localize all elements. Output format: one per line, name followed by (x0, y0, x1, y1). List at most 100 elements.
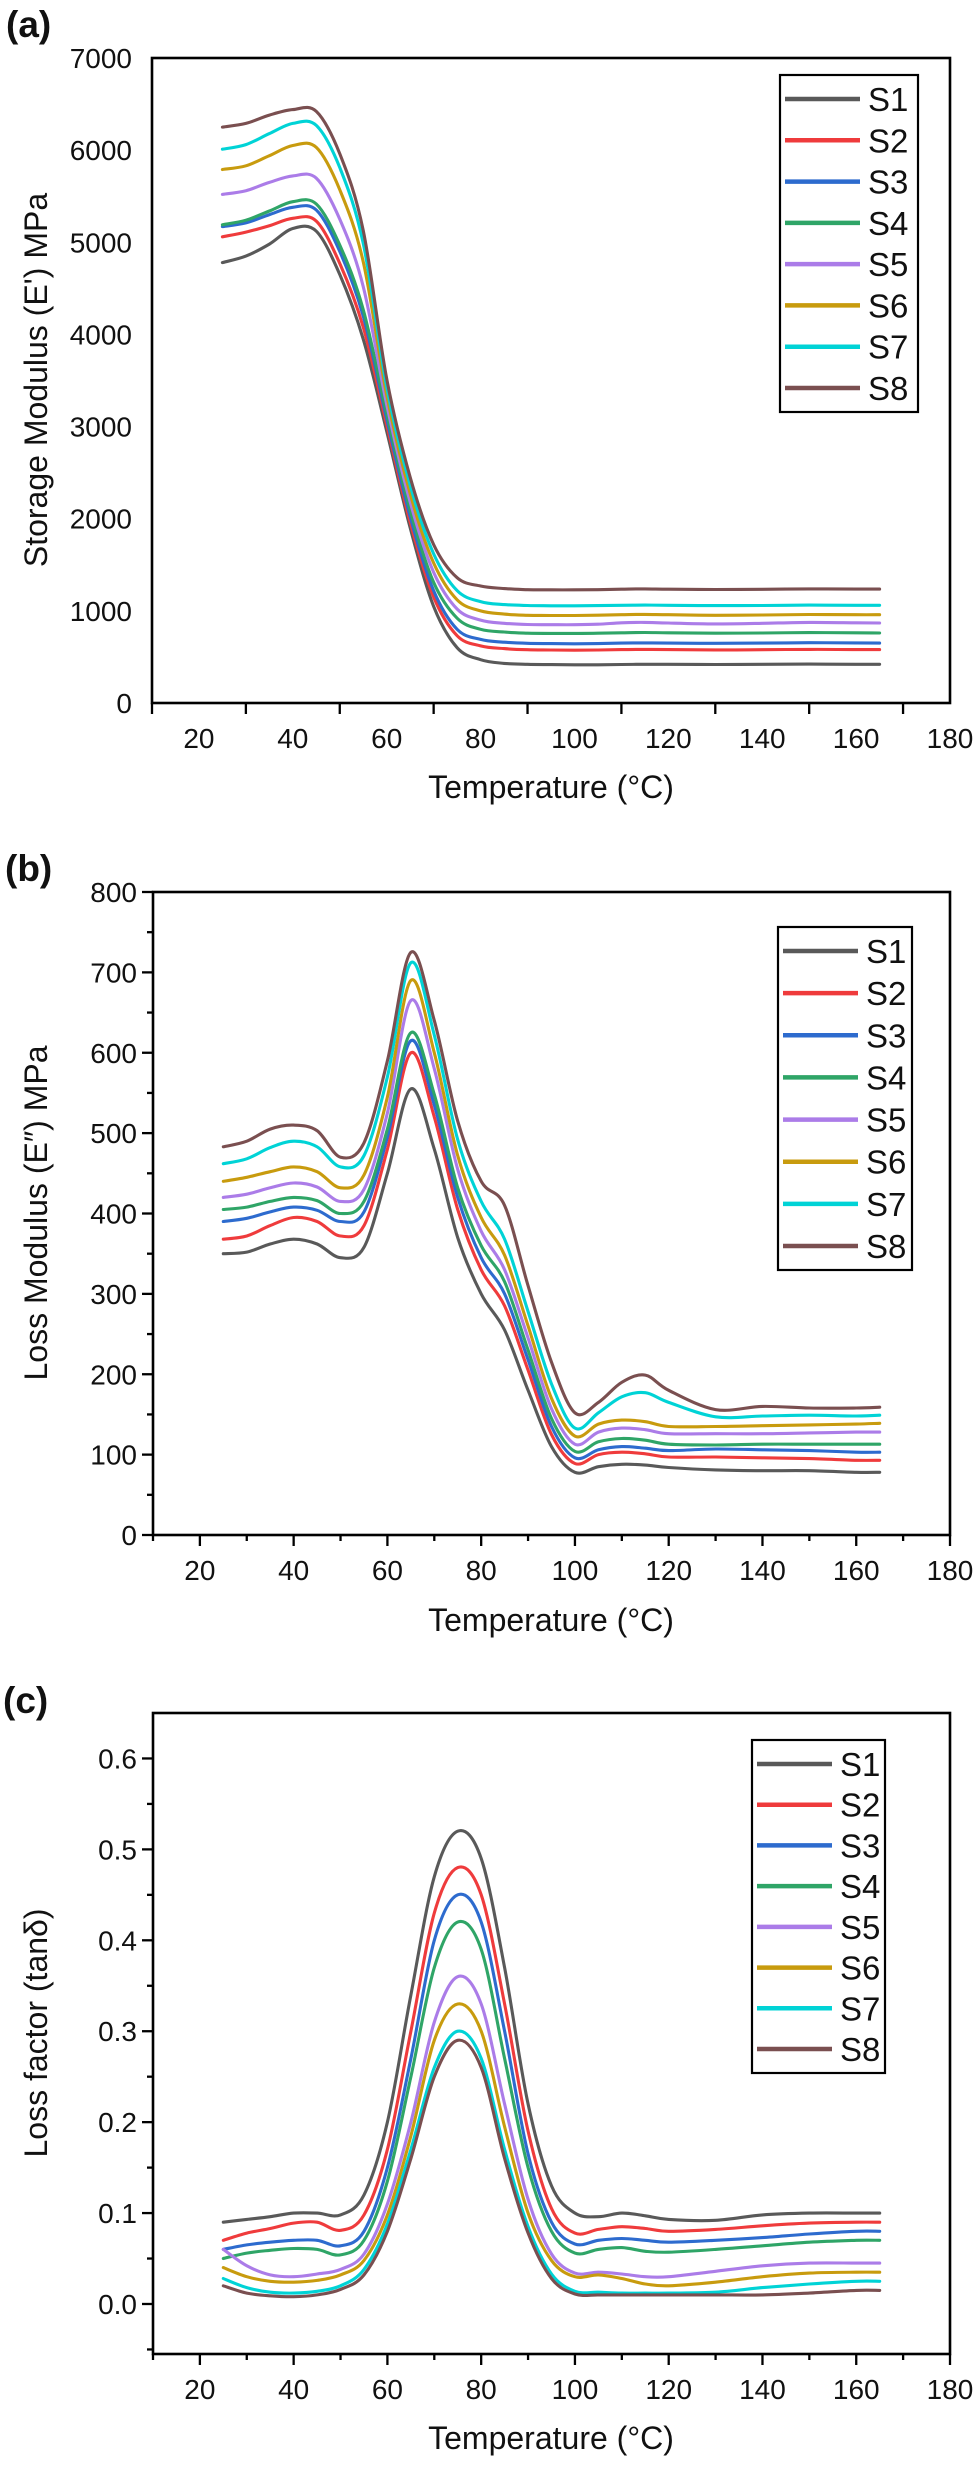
legend-label-S5: S5 (840, 1909, 880, 1946)
legend-label-S3: S3 (866, 1017, 906, 1054)
x-tick-label: 20 (183, 723, 214, 754)
legend-label-S3: S3 (840, 1827, 880, 1864)
panel-a-x-axis-title: Temperature (°C) (428, 769, 674, 805)
legend-label-S8: S8 (866, 1228, 906, 1265)
curve-S6 (221, 978, 882, 1439)
x-tick-label: 140 (739, 2374, 786, 2405)
legend-label-S5: S5 (868, 246, 908, 283)
y-tick-label: 600 (90, 1038, 137, 1069)
legend-label-S4: S4 (866, 1059, 906, 1096)
x-tick-label: 60 (372, 2374, 403, 2405)
x-tick-label: 80 (466, 2374, 497, 2405)
panel-b-label: (b) (5, 848, 53, 889)
y-tick-label: 0.1 (98, 2198, 137, 2229)
axis-ticks (150, 703, 905, 714)
series-group (221, 950, 882, 1475)
curve-S6 (221, 2002, 882, 2288)
curve-S3 (221, 1038, 882, 1461)
x-tick-label: 160 (833, 723, 880, 754)
plot-frame (151, 1711, 952, 2356)
legend-label-S7: S7 (868, 329, 908, 366)
legend-box (778, 73, 920, 414)
x-tick-label: 80 (466, 1555, 497, 1586)
curve-S2 (221, 1051, 882, 1466)
legend-label-S7: S7 (866, 1186, 906, 1223)
x-tick-label: 160 (833, 1555, 880, 1586)
y-tick-label: 6000 (70, 135, 132, 166)
y-tick-label: 1000 (70, 596, 132, 627)
panel-a-y-axis-title: Storage Modulus (E') MPa (18, 192, 54, 568)
y-tick-label: 200 (90, 1359, 137, 1390)
y-tick-label: 0.6 (98, 1743, 137, 1774)
y-tick-label: 0 (121, 1520, 137, 1551)
x-tick-label: 140 (739, 723, 786, 754)
axis-ticks (142, 1757, 952, 2365)
legend: S1 S2 S3 S4 S5 S6 S7 S8 (778, 73, 920, 414)
y-tick-label: 7000 (70, 43, 132, 74)
legend-label-S8: S8 (868, 370, 908, 407)
curve-S3 (221, 1892, 882, 2251)
curve-S4 (221, 1919, 882, 2261)
legend-label-S1: S1 (840, 1746, 880, 1783)
curve-S8 (221, 2038, 882, 2299)
curve-S5 (221, 998, 882, 1447)
curve-S6 (220, 141, 882, 618)
panel-c-y-axis-title: Loss factor (tanδ) (18, 1908, 54, 2158)
x-tick-label: 100 (552, 1555, 599, 1586)
legend-label-S6: S6 (840, 1950, 880, 1987)
chart-panel-a: 20 40 60 80 100 120 140 160 180 0 1000 2000 3000 4000… (70, 43, 973, 754)
panel-b-x-axis-title: Temperature (°C) (428, 1602, 674, 1638)
legend-label-S6: S6 (866, 1144, 906, 1181)
y-tick-label: 700 (90, 957, 137, 988)
series-group (221, 1829, 882, 2299)
plot-frame (150, 56, 952, 705)
curve-S5 (221, 1974, 882, 2279)
x-tick-label: 120 (645, 723, 692, 754)
x-tick-label: 180 (927, 2374, 973, 2405)
curve-S8 (220, 105, 882, 592)
y-tick-label: 500 (90, 1118, 137, 1149)
x-tick-label: 20 (184, 2374, 215, 2405)
legend-label-S1: S1 (868, 81, 908, 118)
x-tick-label: 60 (371, 723, 402, 754)
chart-panel-b: 20 40 60 80 100 120 140 160 180 0 100 200 300 400 500 6… (90, 877, 973, 1586)
y-tick-label: 0.5 (98, 1834, 137, 1865)
y-tick-label: 400 (90, 1199, 137, 1230)
legend-label-S2: S2 (866, 975, 906, 1012)
x-tick-label: 80 (465, 723, 496, 754)
panel-a-label: (a) (6, 4, 52, 45)
x-tick-label: 20 (184, 1555, 215, 1586)
y-tick-label: 2000 (70, 504, 132, 535)
x-tick-label: 120 (645, 2374, 692, 2405)
curve-S7 (221, 2029, 882, 2295)
x-tick-label: 100 (551, 723, 598, 754)
legend-label-S6: S6 (868, 287, 908, 324)
curve-S8 (221, 950, 882, 1417)
x-tick-label: 40 (278, 1555, 309, 1586)
legend-label-S1: S1 (866, 933, 906, 970)
legend-label-S2: S2 (840, 1787, 880, 1824)
curve-S2 (220, 215, 882, 652)
legend-label-S3: S3 (868, 164, 908, 201)
panel-b-y-axis-title: Loss Modulus (E″) MPa (18, 1045, 54, 1381)
legend: S1 S2 S3 S4 S5 S6 S7 S8 (776, 925, 914, 1272)
legend-box (750, 1738, 887, 2075)
curve-S1 (221, 1829, 882, 2224)
chart-panel-c: 20 40 60 80 100 120 140 160 180 0.0 0.1 0.2 0.3 0.4 0.… (98, 1711, 973, 2405)
y-tick-label: 100 (90, 1440, 137, 1471)
legend-label-S8: S8 (840, 2031, 880, 2068)
legend-box (776, 925, 914, 1272)
curve-S4 (221, 1030, 882, 1454)
x-tick-label: 180 (927, 723, 973, 754)
x-tick-label: 40 (277, 723, 308, 754)
y-tick-label: 3000 (70, 412, 132, 443)
x-tick-label: 140 (739, 1555, 786, 1586)
x-tick-label: 180 (927, 1555, 973, 1586)
legend-label-S2: S2 (868, 122, 908, 159)
legend-label-S4: S4 (840, 1868, 880, 1905)
curve-S3 (220, 204, 882, 646)
curve-S7 (221, 960, 882, 1431)
legend-label-S5: S5 (866, 1102, 906, 1139)
